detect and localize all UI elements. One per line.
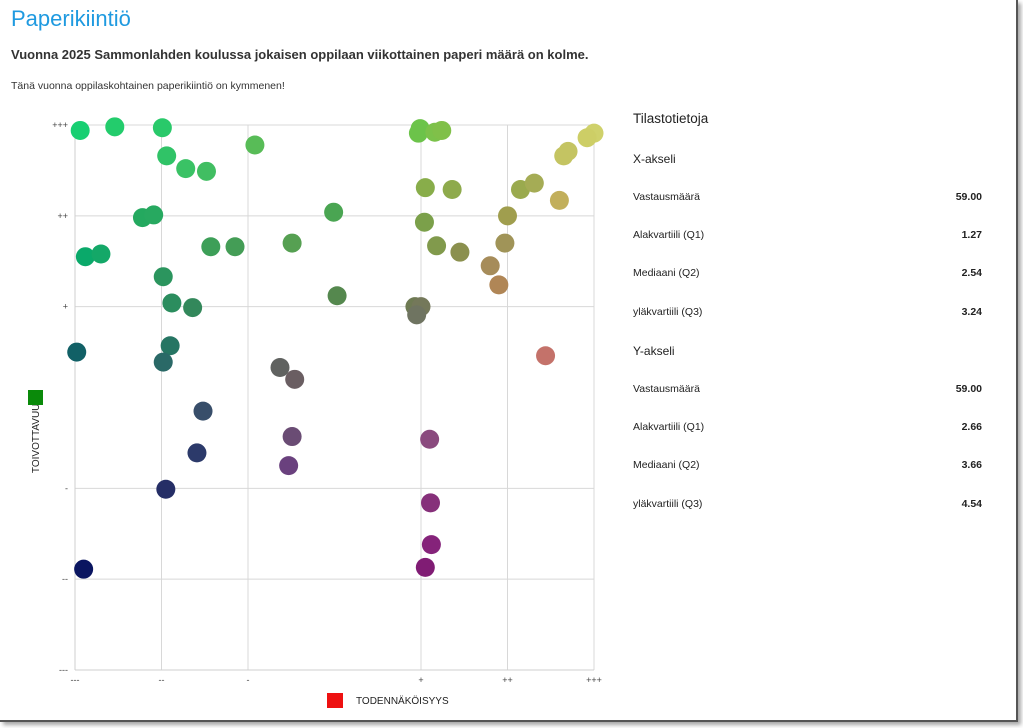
- y-tick-label: -: [65, 483, 68, 493]
- x-stat-label: yläkvartiili (Q3): [633, 306, 703, 318]
- x-stat-label: Vastausmäärä: [633, 191, 700, 203]
- scatter-point[interactable]: [193, 401, 213, 421]
- page-subtext: Tänä vuonna oppilaskohtainen paperikiint…: [11, 80, 285, 92]
- y-tick-label: +: [63, 302, 68, 312]
- scatter-point[interactable]: [450, 242, 470, 262]
- scatter-point[interactable]: [442, 179, 462, 199]
- scatter-point[interactable]: [282, 233, 302, 253]
- scatter-point[interactable]: [157, 146, 177, 166]
- scatter-point[interactable]: [279, 456, 299, 476]
- scatter-point[interactable]: [245, 135, 265, 155]
- y-axis-label: TOIVOTTAVUUS: [31, 397, 42, 473]
- scatter-point[interactable]: [415, 557, 435, 577]
- scatter-point[interactable]: [577, 128, 597, 148]
- x-tick-label: -: [247, 675, 250, 685]
- scatter-point[interactable]: [74, 559, 94, 579]
- x-axis-label: TODENNÄKÖISYYS: [356, 695, 449, 707]
- chart-points: [67, 117, 604, 579]
- scatter-point[interactable]: [91, 244, 111, 264]
- y-stat-label: Mediaani (Q2): [633, 459, 700, 471]
- scatter-point[interactable]: [201, 237, 221, 257]
- scatter-point[interactable]: [153, 267, 173, 287]
- scatter-point[interactable]: [282, 427, 302, 447]
- y-stat-row: Vastausmäärä 59.00: [633, 383, 982, 399]
- chart-ticks: --- -- - + ++ +++++++++------: [52, 120, 602, 685]
- scatter-point[interactable]: [70, 120, 90, 140]
- scatter-point[interactable]: [498, 206, 517, 226]
- scatter-point[interactable]: [67, 342, 87, 362]
- y-stat-label: yläkvartiili (Q3): [633, 498, 703, 510]
- scatter-point[interactable]: [524, 173, 544, 193]
- scatter-point[interactable]: [549, 190, 569, 210]
- scatter-point[interactable]: [225, 237, 245, 257]
- x-tick-label: ---: [71, 675, 80, 685]
- x-stat-value: 1.27: [961, 229, 982, 241]
- statistics-title: Tilastotietoja: [633, 111, 709, 126]
- scatter-point[interactable]: [554, 146, 574, 166]
- y-tick-label: --: [62, 574, 68, 584]
- x-tick-label: +++: [586, 675, 602, 685]
- scatter-point[interactable]: [415, 178, 435, 198]
- scatter-point[interactable]: [427, 236, 447, 256]
- y-stat-label: Vastausmäärä: [633, 383, 700, 395]
- y-stat-row: Alakvartiili (Q1) 2.66: [633, 421, 982, 437]
- y-stat-row: yläkvartiili (Q3) 4.54: [633, 498, 982, 514]
- y-tick-label: ---: [59, 665, 68, 675]
- scatter-point[interactable]: [183, 298, 203, 318]
- scatter-point[interactable]: [285, 369, 305, 389]
- x-stat-value: 3.24: [961, 306, 982, 318]
- scatter-point[interactable]: [152, 118, 172, 138]
- x-stat-row: yläkvartiili (Q3) 3.24: [633, 306, 982, 322]
- page-heading: Vuonna 2025 Sammonlahden koulussa jokais…: [11, 47, 589, 62]
- scatter-point[interactable]: [160, 336, 180, 356]
- scatter-point[interactable]: [421, 493, 441, 513]
- x-stat-label: Alakvartiili (Q1): [633, 229, 705, 241]
- scatter-point[interactable]: [480, 256, 500, 276]
- y-stat-row: Mediaani (Q2) 3.66: [633, 459, 982, 475]
- scatter-point[interactable]: [408, 123, 428, 143]
- x-stat-value: 2.54: [961, 267, 982, 279]
- y-stat-value: 2.66: [961, 421, 982, 433]
- x-stat-value: 59.00: [955, 191, 982, 203]
- y-stat-value: 3.66: [961, 459, 982, 471]
- scatter-point[interactable]: [432, 120, 452, 140]
- y-tick-label: ++: [57, 211, 68, 221]
- y-tick-label: +++: [52, 120, 68, 130]
- x-tick-label: +: [418, 675, 423, 685]
- scatter-point[interactable]: [156, 479, 176, 499]
- scatter-point[interactable]: [421, 535, 441, 555]
- scatter-point[interactable]: [144, 205, 164, 225]
- scatter-point[interactable]: [327, 286, 347, 306]
- x-axis-section-title: X-akseli: [633, 152, 676, 166]
- scatter-chart: --- -- - + ++ +++++++++------ TOIVOTTAVUUS TO…: [28, 117, 604, 708]
- x-axis-legend-square: [327, 693, 343, 708]
- page-title: Paperikiintiö: [11, 6, 131, 31]
- x-stat-row: Mediaani (Q2) 2.54: [633, 267, 982, 283]
- x-stat-label: Mediaani (Q2): [633, 267, 700, 279]
- scatter-point[interactable]: [414, 212, 434, 232]
- scatter-point[interactable]: [407, 305, 427, 325]
- scatter-point[interactable]: [420, 429, 440, 449]
- scatter-point[interactable]: [105, 117, 125, 137]
- y-axis-section-title: Y-akseli: [633, 344, 675, 358]
- scatter-point[interactable]: [196, 161, 216, 181]
- scatter-point[interactable]: [495, 233, 515, 253]
- scatter-point[interactable]: [75, 247, 95, 267]
- x-stat-row: Alakvartiili (Q1) 1.27: [633, 229, 982, 245]
- scatter-point[interactable]: [489, 275, 509, 295]
- scatter-point[interactable]: [176, 159, 196, 179]
- scatter-point[interactable]: [270, 358, 290, 378]
- y-stat-value: 4.54: [961, 498, 982, 510]
- x-tick-label: ++: [502, 675, 513, 685]
- x-tick-label: --: [159, 675, 165, 685]
- y-axis-legend-square: [28, 390, 43, 405]
- scatter-point[interactable]: [187, 443, 207, 463]
- scatter-point[interactable]: [324, 202, 344, 222]
- scatter-point[interactable]: [162, 293, 182, 313]
- scatter-point[interactable]: [153, 352, 173, 372]
- x-stat-row: Vastausmäärä 59.00: [633, 191, 982, 207]
- y-stat-label: Alakvartiili (Q1): [633, 421, 705, 433]
- scatter-point[interactable]: [536, 346, 556, 366]
- y-stat-value: 59.00: [955, 383, 982, 395]
